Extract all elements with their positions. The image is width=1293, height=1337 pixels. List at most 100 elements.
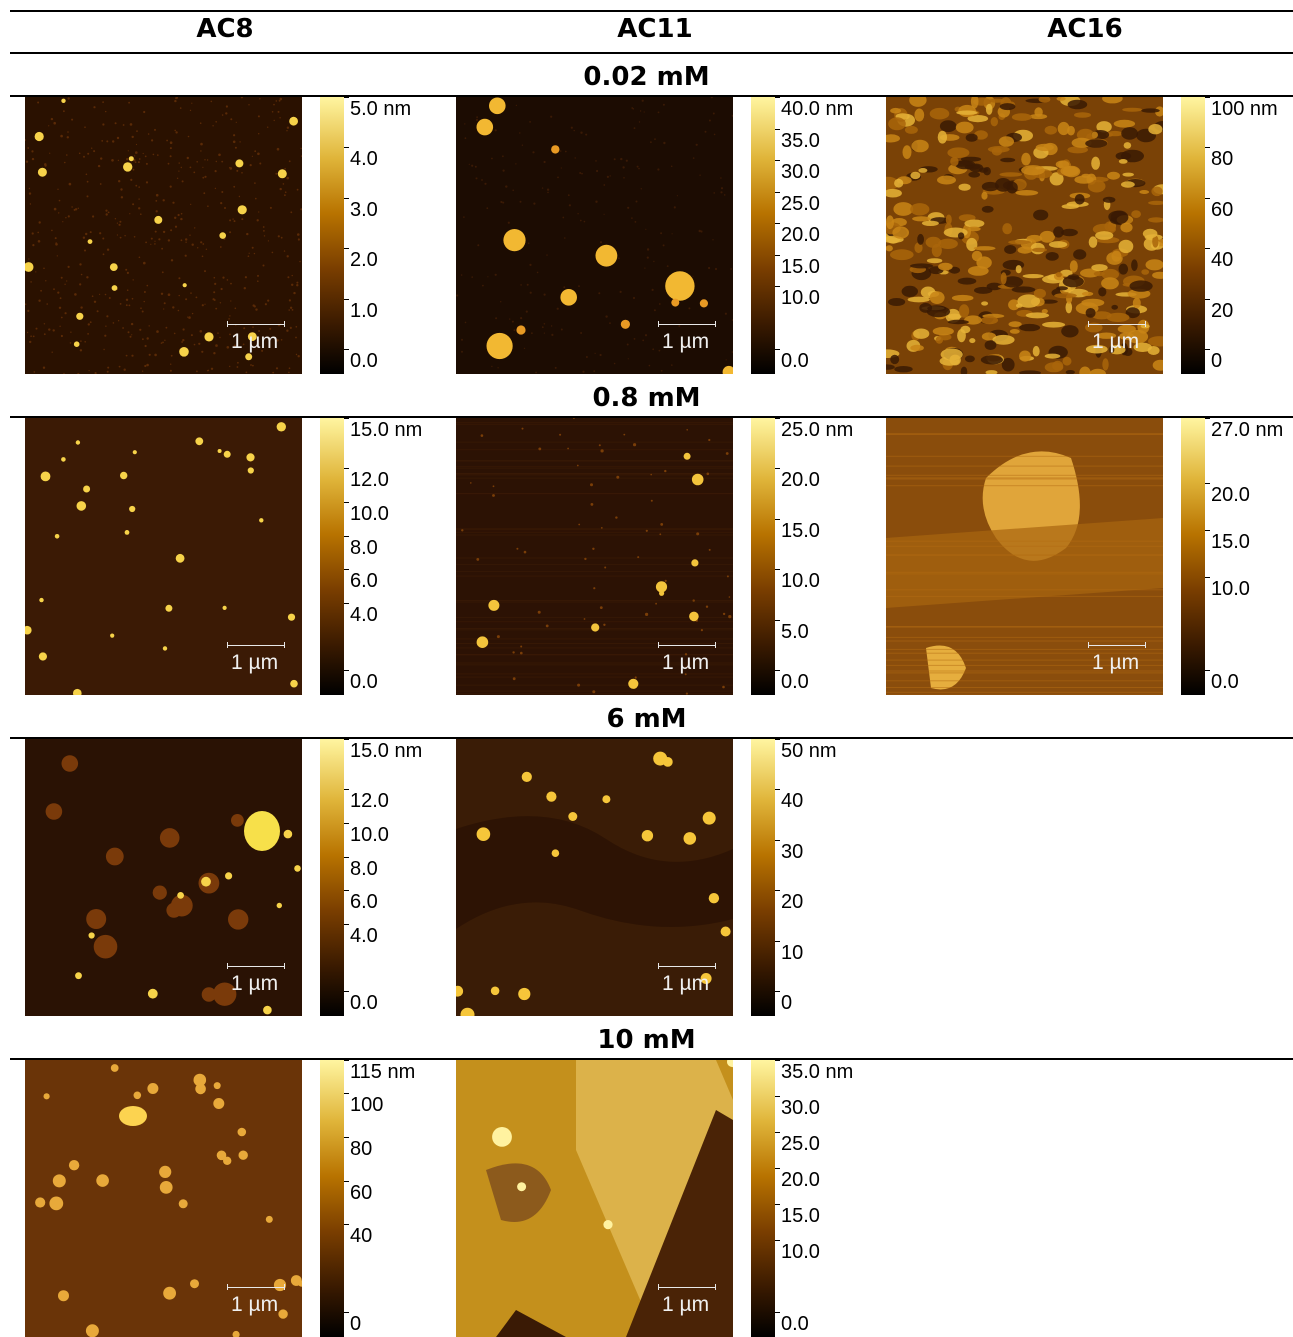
afm-panel-ac11: 1 µm 50 nm 40 30 20 10 0 — [456, 739, 886, 1016]
colorbar-tick-label: 5.0 — [775, 622, 809, 642]
colorbar-tick-label: 15.0 — [775, 1206, 820, 1226]
colorbar-tick-label: 20.0 — [775, 470, 820, 490]
colorbar-tick-label: 100 nm — [1205, 99, 1278, 119]
scale-bar-label: 1 µm — [231, 1293, 278, 1317]
colorbar-tick-label: 35.0 nm — [775, 1062, 853, 1082]
colorbar-tick-label: 5.0 nm — [344, 99, 411, 119]
column-header-ac11: AC11 — [555, 14, 755, 44]
colorbar-tick-label: 25.0 — [775, 1134, 820, 1154]
colorbar-tick-label: 4.0 — [344, 605, 378, 625]
colorbar-tick-label: 0.0 — [1205, 672, 1239, 692]
colorbar — [320, 418, 344, 695]
row-header-3: 10 mM — [0, 1023, 1293, 1057]
colorbar-tick-label: 35.0 — [775, 131, 820, 151]
colorbar-tick-label: 27.0 nm — [1205, 420, 1283, 440]
colorbar-tick-label: 15.0 — [775, 257, 820, 277]
afm-panel-ac8: 1 µm 115 nm 100 80 60 40 0 — [25, 1060, 455, 1337]
scale-bar-label: 1 µm — [1092, 330, 1139, 354]
afm-panel-ac11: 1 µm 35.0 nm 30.0 25.0 20.0 15.0 10.0 0.0 — [456, 1060, 886, 1337]
scale-bar-label: 1 µm — [231, 330, 278, 354]
colorbar-tick-label: 10 — [775, 943, 803, 963]
colorbar-tick-label: 100 — [344, 1095, 383, 1115]
top-rule — [10, 10, 1293, 12]
colorbar-tick-label: 0 — [344, 1314, 361, 1334]
colorbar-tick-label: 20 — [1205, 301, 1233, 321]
colorbar-tick-label: 10.0 — [344, 825, 389, 845]
colorbar-tick-label: 10.0 — [344, 504, 389, 524]
colorbar-tick-label: 60 — [344, 1183, 372, 1203]
scale-bar-label: 1 µm — [662, 1293, 709, 1317]
colorbar-tick-label: 0 — [1205, 351, 1222, 371]
row-header-2: 6 mM — [0, 702, 1293, 736]
colorbar-tick-label: 40 — [1205, 250, 1233, 270]
colorbar-tick-label: 40 — [344, 1226, 372, 1246]
colorbar-ticks: 50 nm 40 30 20 10 0 — [775, 739, 895, 1016]
colorbar-tick-label: 25.0 — [775, 194, 820, 214]
colorbar-tick-label: 20.0 — [775, 1170, 820, 1190]
colorbar-tick-label: 15.0 — [775, 521, 820, 541]
colorbar-tick-label: 30.0 — [775, 1098, 820, 1118]
colorbar-tick-label: 0.0 — [344, 993, 378, 1013]
colorbar-tick-label: 4.0 — [344, 926, 378, 946]
colorbar — [1181, 418, 1205, 695]
colorbar-tick-label: 60 — [1205, 200, 1233, 220]
colorbar — [751, 1060, 775, 1337]
colorbar-tick-label: 80 — [344, 1139, 372, 1159]
colorbar — [1181, 97, 1205, 374]
colorbar-ticks: 35.0 nm 30.0 25.0 20.0 15.0 10.0 0.0 — [775, 1060, 895, 1337]
colorbar-tick-label: 25.0 nm — [775, 420, 853, 440]
colorbar-tick-label: 80 — [1205, 149, 1233, 169]
colorbar-tick-label: 1.0 — [344, 301, 378, 321]
scale-bar-label: 1 µm — [662, 651, 709, 675]
colorbar — [320, 739, 344, 1016]
colorbar-tick-label: 10.0 — [775, 1242, 820, 1262]
colorbar-ticks: 100 nm 80 60 40 20 0 — [1205, 97, 1293, 374]
colorbar-tick-label: 20.0 — [1205, 485, 1250, 505]
scale-bar-label: 1 µm — [231, 972, 278, 996]
colorbar-ticks: 15.0 nm 12.0 10.0 8.0 6.0 4.0 0.0 — [344, 739, 464, 1016]
row-header-0: 0.02 mM — [0, 60, 1293, 94]
colorbar-tick-label: 6.0 — [344, 892, 378, 912]
colorbar-tick-label: 0.0 — [775, 1314, 809, 1334]
colorbar-tick-label: 50 nm — [775, 741, 837, 761]
colorbar-ticks: 115 nm 100 80 60 40 0 — [344, 1060, 464, 1337]
scale-bar-label: 1 µm — [1092, 651, 1139, 675]
colorbar-tick-label: 6.0 — [344, 571, 378, 591]
colorbar — [320, 97, 344, 374]
column-header-ac8: AC8 — [125, 14, 325, 44]
colorbar-tick-label: 12.0 — [344, 791, 389, 811]
colorbar-tick-label: 0 — [775, 993, 792, 1013]
colorbar-tick-label: 12.0 — [344, 470, 389, 490]
colorbar-tick-label: 40 — [775, 791, 803, 811]
colorbar-ticks: 25.0 nm 20.0 15.0 10.0 5.0 0.0 — [775, 418, 895, 695]
colorbar-tick-label: 10.0 — [775, 571, 820, 591]
colorbar — [751, 418, 775, 695]
scale-bar-label: 1 µm — [662, 330, 709, 354]
colorbar-tick-label: 10.0 — [775, 288, 820, 308]
afm-panel-ac16: 1 µm 100 nm 80 60 40 20 0 — [886, 97, 1293, 374]
colorbar-tick-label: 10.0 — [1205, 579, 1250, 599]
colorbar-tick-label: 30 — [775, 842, 803, 862]
colorbar-tick-label: 15.0 nm — [344, 741, 422, 761]
colorbar-tick-label: 8.0 — [344, 538, 378, 558]
colorbar-tick-label: 20 — [775, 892, 803, 912]
colorbar-tick-label: 115 nm — [344, 1062, 415, 1082]
colorbar-tick-label: 3.0 — [344, 200, 378, 220]
colorbar — [751, 97, 775, 374]
afm-panel-ac8: 1 µm 15.0 nm 12.0 10.0 8.0 6.0 4.0 0.0 — [25, 739, 455, 1016]
colorbar-tick-label: 0.0 — [775, 351, 809, 371]
afm-panel-ac11: 1 µm 25.0 nm 20.0 15.0 10.0 5.0 0.0 — [456, 418, 886, 695]
colorbar-tick-label: 40.0 nm — [775, 99, 853, 119]
header-rule — [10, 52, 1293, 54]
colorbar-tick-label: 8.0 — [344, 859, 378, 879]
colorbar-tick-label: 0.0 — [775, 672, 809, 692]
colorbar-tick-label: 4.0 — [344, 149, 378, 169]
colorbar-tick-label: 30.0 — [775, 162, 820, 182]
scale-bar-label: 1 µm — [662, 972, 709, 996]
